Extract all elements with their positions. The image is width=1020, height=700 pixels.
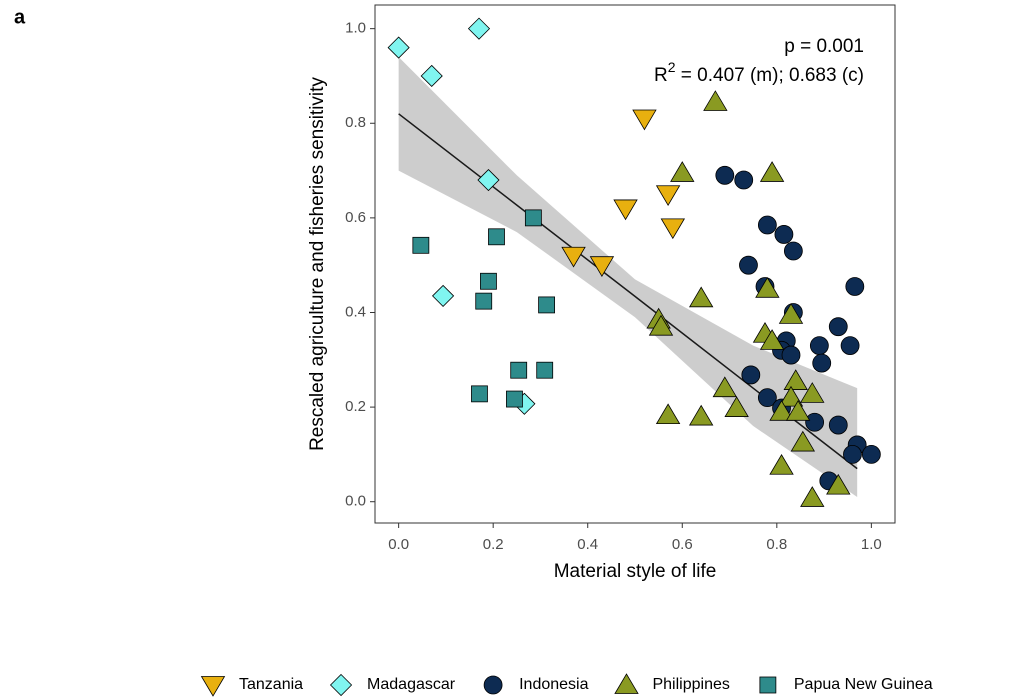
- point: [524, 209, 542, 227]
- legend-marker: [759, 676, 777, 694]
- point: [538, 296, 555, 314]
- point: [670, 161, 695, 182]
- legend-item: Philippines: [614, 673, 730, 694]
- point: [805, 412, 825, 432]
- point: [510, 361, 528, 379]
- point: [589, 256, 615, 277]
- y-axis-label: Rescaled agriculture and fisheries sensi…: [307, 77, 328, 451]
- point: [843, 445, 862, 464]
- r2-sup: 2: [668, 59, 676, 75]
- point: [769, 453, 794, 475]
- point: [781, 345, 801, 365]
- x-axis-label: Material style of life: [554, 561, 717, 582]
- point: [488, 228, 505, 246]
- point: [812, 353, 832, 373]
- point: [739, 255, 758, 275]
- point: [387, 36, 410, 59]
- x-tick-label: 0.8: [766, 536, 787, 553]
- y-tick-label: 0.4: [345, 303, 366, 320]
- legend-text: Philippines: [652, 676, 729, 693]
- point: [480, 272, 497, 290]
- x-tick-label: 0.6: [672, 536, 693, 553]
- point: [800, 486, 825, 507]
- point: [655, 403, 681, 425]
- point: [561, 246, 586, 268]
- point: [759, 161, 785, 182]
- point: [769, 400, 794, 421]
- x-tick-label: 0.0: [388, 536, 409, 553]
- point: [712, 376, 738, 398]
- point: [778, 303, 804, 324]
- legend-marker: [200, 676, 226, 697]
- y-tick-label: 1.0: [345, 20, 366, 37]
- legend-text: Papua New Guinea: [794, 676, 933, 693]
- point: [757, 215, 777, 235]
- point: [759, 329, 785, 350]
- y-tick-label: 0.2: [345, 398, 366, 415]
- point: [648, 314, 674, 336]
- point: [828, 317, 848, 337]
- point: [688, 286, 714, 308]
- point: [432, 284, 455, 307]
- legend-text: Madagascar: [367, 676, 456, 693]
- point: [778, 385, 804, 407]
- point: [790, 430, 816, 452]
- legend-marker: [614, 673, 639, 694]
- x-tick-label: 0.2: [483, 536, 504, 553]
- point: [785, 400, 811, 421]
- point: [845, 277, 865, 296]
- point: [660, 218, 686, 240]
- plot-border: [374, 4, 896, 524]
- x-tick-label: 0.4: [577, 536, 598, 553]
- point: [477, 168, 500, 192]
- annotation-p: p = 0.001: [784, 36, 864, 57]
- point: [809, 336, 829, 356]
- legend-marker: [483, 675, 503, 695]
- point: [724, 396, 749, 417]
- point: [412, 236, 430, 254]
- point: [536, 361, 554, 379]
- r2-base: R: [654, 65, 668, 86]
- point: [741, 365, 761, 385]
- point: [420, 64, 443, 88]
- legend-item: Tanzania: [200, 676, 303, 697]
- y-tick-label: 0.8: [345, 114, 366, 131]
- point: [828, 415, 848, 435]
- point: [467, 17, 491, 40]
- y-tick-label: 0.6: [345, 209, 366, 226]
- point: [826, 473, 851, 495]
- point: [475, 292, 493, 310]
- point: [757, 388, 777, 408]
- annotation-r2: R2 = 0.407 (m); 0.683 (c): [654, 59, 864, 86]
- point: [774, 225, 794, 244]
- r2-rest: = 0.407 (m); 0.683 (c): [676, 65, 865, 86]
- point: [800, 382, 825, 403]
- legend-item: Papua New Guinea: [759, 676, 933, 694]
- point: [734, 170, 754, 190]
- point: [613, 199, 638, 221]
- point: [783, 369, 808, 390]
- point: [655, 185, 681, 207]
- point: [632, 109, 657, 131]
- point: [755, 277, 780, 298]
- point: [861, 445, 881, 464]
- legend-item: Madagascar: [329, 673, 456, 697]
- y-tick-label: 0.0: [345, 493, 366, 510]
- legend-marker: [329, 673, 353, 697]
- legend-text: Indonesia: [519, 676, 588, 693]
- legend-item: Indonesia: [483, 675, 589, 695]
- panel-label: a: [14, 6, 26, 28]
- x-tick-label: 1.0: [861, 536, 882, 553]
- point: [471, 385, 488, 403]
- point: [783, 241, 803, 261]
- legend-text: Tanzania: [239, 676, 303, 693]
- point: [506, 390, 523, 408]
- point: [840, 336, 860, 356]
- point: [703, 90, 728, 111]
- point: [715, 165, 735, 185]
- confidence-band: [398, 57, 858, 497]
- point: [688, 404, 714, 426]
